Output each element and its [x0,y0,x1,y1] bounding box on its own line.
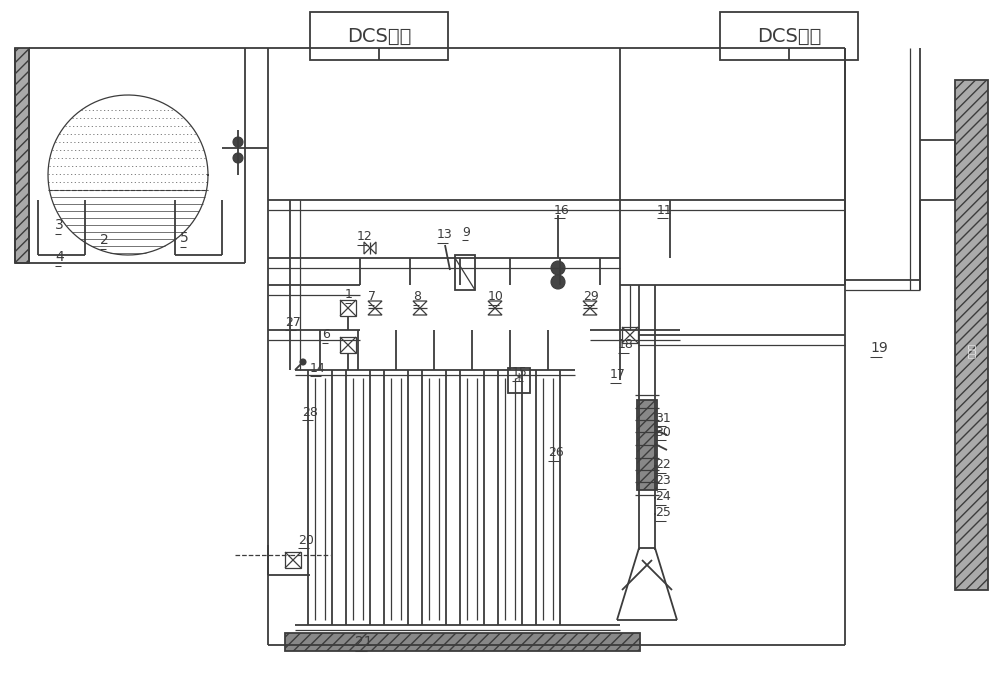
Bar [340,300,356,316]
Bar [955,80,988,590]
Text: 6: 6 [322,328,330,342]
Text: 18: 18 [618,339,634,351]
Bar [622,327,638,343]
Bar [508,368,530,393]
Text: 1: 1 [345,288,353,302]
Text: 10: 10 [488,290,504,304]
Text: 30: 30 [655,426,671,438]
Text: 7: 7 [368,290,376,304]
Text: 20: 20 [298,533,314,547]
Text: 8: 8 [413,290,421,304]
Text: 5: 5 [180,231,189,245]
Bar [285,552,301,568]
Text: 29: 29 [583,290,599,304]
Bar [285,633,640,651]
Circle shape [233,137,243,147]
Circle shape [300,359,306,365]
Text: 25: 25 [655,507,671,519]
Circle shape [551,261,565,275]
Text: 9: 9 [462,225,470,239]
Bar [15,48,29,263]
Text: 3: 3 [55,218,64,232]
Text: 17: 17 [610,368,626,382]
Text: 14: 14 [310,361,326,374]
Bar [637,400,657,490]
Text: 28: 28 [302,405,318,419]
Text: 26: 26 [548,447,564,459]
Text: 16: 16 [554,204,570,216]
Text: 2: 2 [100,233,109,247]
Circle shape [233,153,243,163]
Text: 24: 24 [655,491,671,503]
Circle shape [551,275,565,289]
Text: 15: 15 [512,367,528,379]
Text: 22: 22 [655,458,671,472]
Bar [720,12,858,60]
Text: 13: 13 [437,228,453,242]
Text: 11: 11 [657,204,673,216]
Text: 23: 23 [655,475,671,487]
Text: 27: 27 [285,316,301,328]
Bar [455,255,475,290]
Text: 19: 19 [870,341,888,355]
Text: DCS系统: DCS系统 [757,27,821,46]
Bar [310,12,448,60]
Text: *: * [515,372,523,390]
Text: 12: 12 [357,230,373,244]
Text: 渐扩段: 渐扩段 [968,342,976,358]
Text: 21: 21 [355,635,373,649]
Text: 31: 31 [655,412,671,424]
Text: 4: 4 [55,250,64,264]
Bar [340,337,356,353]
Text: DCS系统: DCS系统 [347,27,411,46]
